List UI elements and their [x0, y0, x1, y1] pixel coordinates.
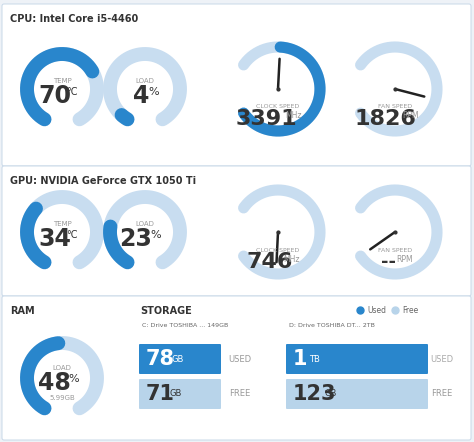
- Text: %: %: [151, 230, 161, 240]
- Text: C: Drive TOSHIBA ... 149GB: C: Drive TOSHIBA ... 149GB: [142, 323, 228, 328]
- Text: 78: 78: [146, 349, 175, 369]
- Text: MHz: MHz: [284, 255, 300, 263]
- Text: 3391: 3391: [235, 109, 297, 129]
- Text: 71: 71: [146, 384, 175, 404]
- Text: TEMP: TEMP: [53, 221, 72, 227]
- Text: 1826: 1826: [354, 109, 416, 129]
- Text: FREE: FREE: [431, 389, 453, 399]
- Text: 746: 746: [247, 252, 293, 272]
- Text: TB: TB: [309, 354, 320, 363]
- Text: GPU: NVIDIA GeForce GTX 1050 Ti: GPU: NVIDIA GeForce GTX 1050 Ti: [10, 176, 196, 186]
- FancyBboxPatch shape: [286, 379, 428, 409]
- Text: GB: GB: [325, 389, 337, 399]
- Text: LOAD: LOAD: [53, 365, 72, 371]
- Text: °C: °C: [66, 230, 78, 240]
- Text: STORAGE: STORAGE: [140, 306, 192, 316]
- Text: USED: USED: [430, 354, 454, 363]
- Text: %: %: [149, 87, 159, 97]
- Text: %: %: [69, 374, 79, 384]
- Text: D: Drive TOSHIBA DT... 2TB: D: Drive TOSHIBA DT... 2TB: [289, 323, 375, 328]
- Text: MHz: MHz: [286, 111, 302, 121]
- Text: TEMP: TEMP: [53, 78, 72, 84]
- Text: 123: 123: [293, 384, 337, 404]
- Text: 34: 34: [38, 227, 72, 251]
- Text: USED: USED: [228, 354, 252, 363]
- Text: FAN SPEED: FAN SPEED: [378, 104, 412, 110]
- Text: Free: Free: [402, 306, 418, 315]
- Text: FAN SPEED: FAN SPEED: [378, 248, 412, 252]
- Text: CPU: Intel Core i5-4460: CPU: Intel Core i5-4460: [10, 14, 138, 24]
- FancyBboxPatch shape: [2, 4, 471, 166]
- Text: RPM: RPM: [403, 111, 419, 121]
- Text: FREE: FREE: [229, 389, 251, 399]
- Text: CLOCK SPEED: CLOCK SPEED: [256, 248, 300, 252]
- FancyBboxPatch shape: [139, 344, 221, 374]
- Text: Used: Used: [367, 306, 386, 315]
- Text: RAM: RAM: [10, 306, 35, 316]
- Text: 48: 48: [37, 371, 71, 395]
- Text: LOAD: LOAD: [136, 221, 155, 227]
- Text: 23: 23: [119, 227, 153, 251]
- Text: 5.99GB: 5.99GB: [49, 395, 75, 401]
- Text: °C: °C: [66, 87, 78, 97]
- Text: CLOCK SPEED: CLOCK SPEED: [256, 104, 300, 110]
- FancyBboxPatch shape: [2, 296, 471, 440]
- Text: 4: 4: [133, 84, 149, 108]
- Text: 70: 70: [38, 84, 72, 108]
- Text: GB: GB: [172, 354, 184, 363]
- FancyBboxPatch shape: [2, 166, 471, 296]
- Text: RPM: RPM: [397, 255, 413, 264]
- Text: --: --: [382, 253, 396, 271]
- FancyBboxPatch shape: [139, 379, 221, 409]
- Text: LOAD: LOAD: [136, 78, 155, 84]
- FancyBboxPatch shape: [286, 344, 428, 374]
- Text: GB: GB: [170, 389, 182, 399]
- Text: 1: 1: [293, 349, 308, 369]
